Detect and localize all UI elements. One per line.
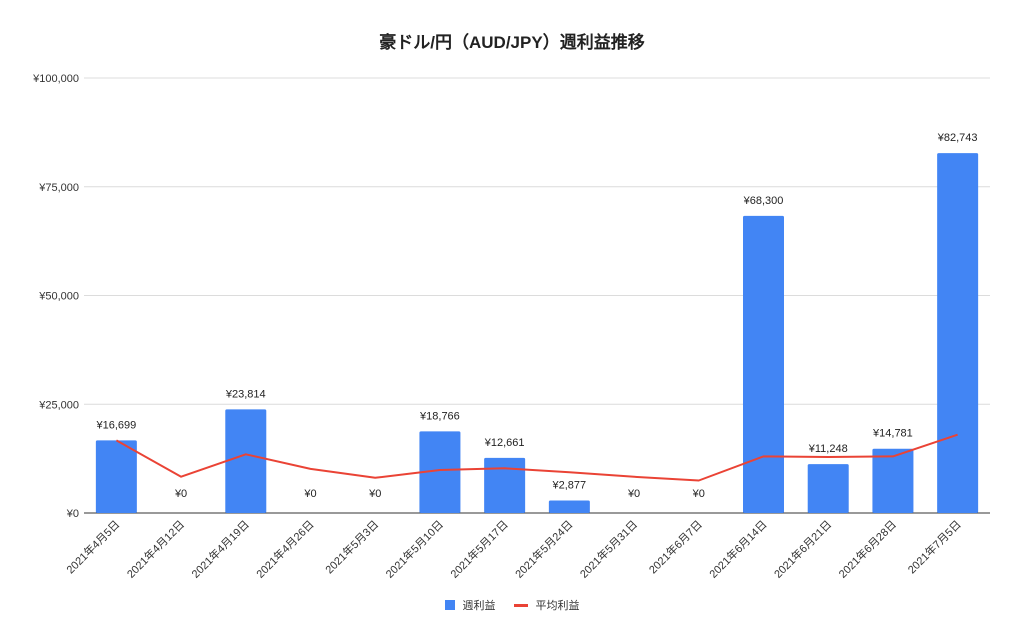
- y-tick-label: ¥100,000: [32, 73, 79, 85]
- bar[interactable]: [872, 448, 914, 513]
- data-label: ¥14,781: [872, 428, 913, 440]
- x-tick-label: 2021年5月31日: [577, 517, 641, 581]
- data-label: ¥0: [692, 488, 705, 500]
- x-tick-label: 2021年5月10日: [383, 517, 447, 581]
- x-tick-label: 2021年5月17日: [447, 517, 511, 581]
- data-label: ¥0: [303, 488, 316, 500]
- x-tick-label: 2021年4月19日: [188, 517, 252, 581]
- x-axis: 2021年4月5日 2021年4月12日 2021年4月19日 2021年4月26日 2…: [63, 517, 963, 581]
- bar[interactable]: [548, 500, 590, 513]
- x-tick-label: 2021年6月28日: [836, 517, 900, 581]
- legend-bar-swatch-icon: [444, 600, 455, 610]
- data-label: ¥16,699: [95, 419, 136, 431]
- data-label: ¥2,877: [552, 479, 587, 491]
- y-tick-label: ¥50,000: [38, 291, 79, 303]
- legend-line-swatch-icon: [513, 603, 528, 607]
- x-tick-label: 2021年6月21日: [771, 517, 835, 581]
- data-label: ¥12,661: [484, 437, 525, 449]
- bar-series: [95, 153, 979, 514]
- x-tick-label: 2021年6月7日: [646, 517, 705, 576]
- x-tick-label: 2021年4月5日: [63, 517, 122, 576]
- x-tick-label: 2021年5月3日: [322, 517, 381, 576]
- data-label: ¥0: [174, 488, 187, 500]
- line-series: [115, 433, 958, 482]
- bar[interactable]: [95, 440, 137, 513]
- legend-label-weekly-profit: 週利益: [462, 600, 496, 612]
- x-tick-label: 2021年4月12日: [124, 517, 188, 581]
- x-tick-label: 2021年7月5日: [905, 517, 964, 576]
- data-label: ¥23,814: [225, 388, 266, 400]
- bar[interactable]: [484, 457, 526, 513]
- data-label: ¥0: [627, 488, 640, 500]
- x-tick-label: 2021年6月14日: [706, 517, 770, 581]
- data-label: ¥11,248: [808, 443, 848, 455]
- gridlines: [84, 77, 990, 514]
- data-label: ¥0: [368, 488, 381, 500]
- y-tick-label: ¥25,000: [38, 399, 79, 411]
- legend: 週利益 平均利益: [0, 597, 1024, 613]
- bar[interactable]: [419, 431, 461, 513]
- bar[interactable]: [937, 153, 979, 514]
- y-tick-label: ¥0: [66, 508, 79, 520]
- legend-item-weekly-profit[interactable]: 週利益: [444, 597, 496, 613]
- y-tick-label: ¥75,000: [38, 182, 79, 194]
- bar[interactable]: [225, 409, 267, 513]
- chart-title: 豪ドル/円（AUD/JPY）週利益推移: [379, 33, 645, 52]
- bar[interactable]: [807, 464, 849, 513]
- data-labels: ¥16,699 ¥0 ¥23,814 ¥0 ¥0 ¥18,766 ¥12,661 ¥2,877…: [95, 132, 977, 500]
- x-tick-label: 2021年5月24日: [512, 517, 576, 581]
- x-tick-label: 2021年4月26日: [253, 517, 317, 581]
- data-label: ¥68,300: [743, 195, 784, 207]
- average-line[interactable]: [115, 433, 958, 482]
- y-axis: ¥0 ¥25,000 ¥50,000 ¥75,000 ¥100,000: [32, 73, 79, 520]
- legend-item-average-profit[interactable]: 平均利益: [513, 597, 580, 613]
- legend-label-average-profit: 平均利益: [535, 600, 580, 612]
- data-label: ¥82,743: [937, 132, 978, 144]
- bar[interactable]: [743, 215, 784, 513]
- data-label: ¥18,766: [419, 410, 460, 422]
